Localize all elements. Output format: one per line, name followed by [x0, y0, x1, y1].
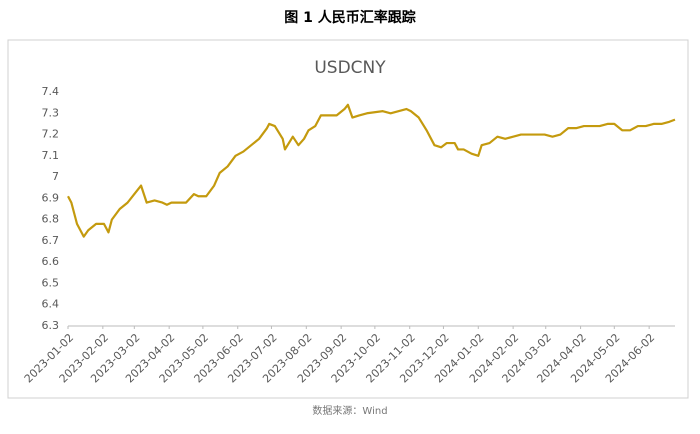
y-tick-label: 7.2 — [42, 128, 60, 141]
y-tick-label: 7 — [52, 170, 59, 183]
y-tick-label: 6.5 — [42, 276, 60, 289]
y-tick-label: 6.4 — [42, 298, 60, 311]
y-tick-label: 6.3 — [42, 319, 60, 332]
y-tick-label: 7.4 — [42, 85, 60, 98]
y-tick-label: 6.8 — [42, 213, 60, 226]
y-tick-label: 6.9 — [42, 191, 60, 204]
y-tick-label: 7.1 — [42, 149, 60, 162]
y-tick-label: 6.7 — [42, 234, 60, 247]
figure-title: 图 1 人民币汇率跟踪 — [284, 9, 416, 26]
y-tick-label: 7.3 — [42, 106, 60, 119]
chart-frame — [7, 39, 689, 399]
source-note: 数据来源：Wind — [312, 404, 387, 417]
line-series — [67, 103, 676, 238]
chart-title: USDCNY — [314, 58, 386, 78]
y-tick-label: 6.6 — [42, 255, 60, 268]
